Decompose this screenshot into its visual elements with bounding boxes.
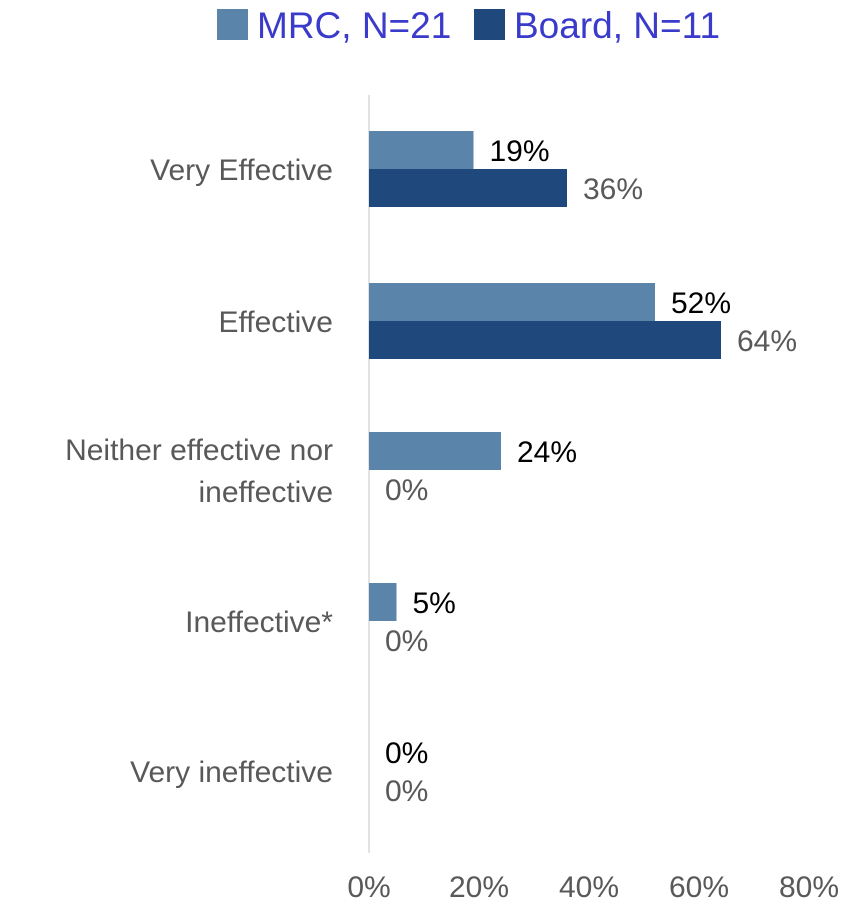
category-label-3-line-0: Ineffective* xyxy=(185,606,333,639)
bar-mrc-0 xyxy=(369,131,474,169)
x-tick-label-0: 0% xyxy=(347,871,390,904)
legend-label-mrc: MRC, N=21 xyxy=(257,5,451,46)
category-label-0-line-0: Very Effective xyxy=(150,154,333,187)
x-tick-label-3: 60% xyxy=(669,871,729,904)
legend-swatch-board xyxy=(474,9,505,40)
bar-board-1 xyxy=(369,321,721,359)
bar-mrc-2 xyxy=(369,432,501,470)
data-label-board-3: 0% xyxy=(385,625,428,658)
x-tick-label-2: 40% xyxy=(559,871,619,904)
x-tick-label-1: 20% xyxy=(449,871,509,904)
data-label-mrc-2: 24% xyxy=(517,436,577,469)
data-label-board-2: 0% xyxy=(385,474,428,507)
bar-board-0 xyxy=(369,169,567,207)
legend-swatch-mrc xyxy=(217,9,248,40)
category-label-1-line-0: Effective xyxy=(218,306,333,339)
data-label-mrc-1: 52% xyxy=(671,287,731,320)
category-label-4-line-0: Very ineffective xyxy=(130,756,333,789)
bar-mrc-3 xyxy=(369,583,397,621)
data-label-mrc-4: 0% xyxy=(385,737,428,770)
data-label-board-0: 36% xyxy=(583,173,643,206)
bar-mrc-1 xyxy=(369,283,655,321)
x-tick-label-4: 80% xyxy=(779,871,839,904)
category-label-2-line-1: ineffective xyxy=(198,476,333,509)
data-label-mrc-0: 19% xyxy=(490,135,550,168)
legend-label-board: Board, N=11 xyxy=(514,5,720,46)
data-label-mrc-3: 5% xyxy=(413,587,456,620)
category-label-2-line-0: Neither effective nor xyxy=(65,434,333,467)
data-label-board-1: 64% xyxy=(737,325,797,358)
data-label-board-4: 0% xyxy=(385,775,428,808)
